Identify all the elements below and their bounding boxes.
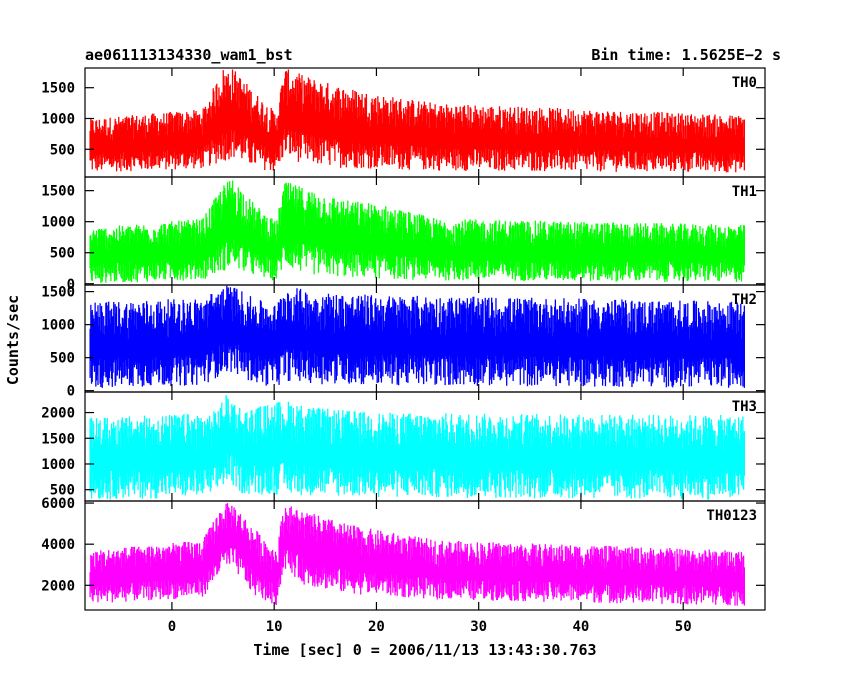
series-th2 <box>89 285 745 388</box>
panel-th0: 500 1000 1500 TH0 <box>41 67 766 178</box>
y-tick-label: 1500 <box>41 285 75 301</box>
y-tick-label: 1500 <box>41 431 75 447</box>
series-th0 <box>89 69 745 173</box>
y-tick-label: 6000 <box>41 496 75 512</box>
y-axis-label: Counts/sec <box>4 295 22 385</box>
y-tick-label: 1500 <box>41 81 75 97</box>
x-tick-label: 0 <box>168 619 176 635</box>
panel-name-label: TH3 <box>732 399 757 415</box>
y-tick-label: 1000 <box>41 215 75 231</box>
x-tick-label: 10 <box>266 619 283 635</box>
observation-id-title: ae061113134330_wam1_bst <box>85 46 293 64</box>
series-th0123 <box>89 503 745 606</box>
y-tick-label: 2000 <box>41 578 75 594</box>
y-tick-label: 1000 <box>41 318 75 334</box>
y-tick-label: 500 <box>50 351 75 367</box>
x-tick-label: 50 <box>675 619 692 635</box>
y-tick-label: 1000 <box>41 457 75 473</box>
y-tick-label: 4000 <box>41 537 75 553</box>
panel-th3: 500 1000 1500 2000 TH3 <box>41 391 766 502</box>
y-tick-label: 0 <box>67 384 75 400</box>
panel-name-label: TH0123 <box>706 508 757 524</box>
series-th1 <box>89 180 745 284</box>
x-tick-label: 20 <box>368 619 385 635</box>
panel-name-label: TH0 <box>732 75 757 91</box>
x-axis-label: Time [sec] 0 = 2006/11/13 13:43:30.763 <box>253 641 596 659</box>
y-tick-label: 2000 <box>41 406 75 422</box>
panel-name-label: TH1 <box>732 184 757 200</box>
panel-frame <box>84 500 766 611</box>
y-tick-label: 500 <box>50 246 75 262</box>
y-tick-label: 1500 <box>41 184 75 200</box>
panel-name-label: TH2 <box>732 292 757 308</box>
y-tick-label: 1000 <box>41 111 75 127</box>
series-th3 <box>89 394 745 500</box>
x-tick-label: 40 <box>573 619 590 635</box>
y-tick-label: 500 <box>50 142 75 158</box>
bin-time-title: Bin time: 1.5625E−2 s <box>591 46 781 64</box>
y-tick-label: 0 <box>67 277 75 293</box>
y-tick-label: 500 <box>50 483 75 499</box>
panel-th2: 0 500 1000 1500 TH2 <box>41 284 766 400</box>
panel-th0123: 2000 4000 6000 TH0123 <box>41 496 766 611</box>
x-tick-label: 30 <box>470 619 487 635</box>
panel-th1: 0 500 1000 1500 TH1 <box>41 176 766 293</box>
